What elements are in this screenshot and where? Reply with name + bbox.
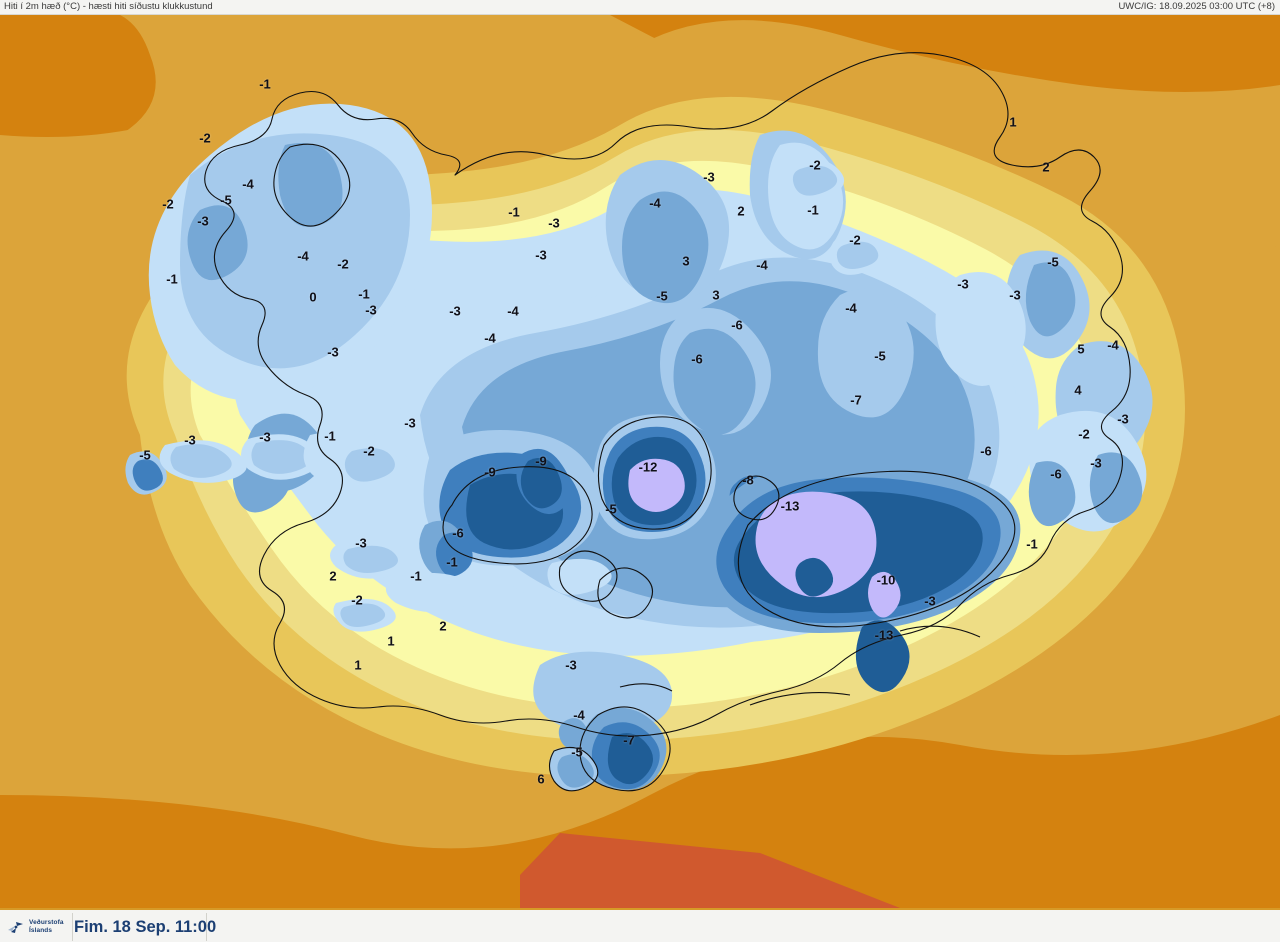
temperature-value-label: 5 xyxy=(1077,341,1085,357)
valid-time-label: Fim. 18 Sep. 11:00 xyxy=(74,918,217,936)
temperature-value-label: -4 xyxy=(573,707,585,723)
temperature-value-label: -2 xyxy=(162,196,174,212)
temperature-value-label: 1 xyxy=(387,633,395,649)
temperature-value-label: -3 xyxy=(535,247,547,263)
temperature-value-label: -3 xyxy=(184,432,196,448)
temperature-value-label: -4 xyxy=(649,195,661,211)
temperature-value-label: -2 xyxy=(351,592,363,608)
vedurstofa-logo[interactable]: Veðurstofa Íslands xyxy=(6,916,70,938)
temperature-value-label: -5 xyxy=(605,501,617,517)
weather-vane-icon xyxy=(6,919,26,935)
temperature-value-label: -1 xyxy=(358,286,370,302)
temperature-value-label: -1 xyxy=(508,204,520,220)
temperature-value-label: -10 xyxy=(876,572,896,588)
temperature-value-label: -7 xyxy=(850,392,862,408)
temperature-value-label: -4 xyxy=(297,248,309,264)
map-canvas xyxy=(0,15,1280,908)
temperature-value-label: -3 xyxy=(1009,287,1021,303)
temperature-value-label: -3 xyxy=(365,302,377,318)
temperature-value-label: -4 xyxy=(756,257,768,273)
temperature-value-label: -6 xyxy=(691,351,703,367)
temperature-value-label: -5 xyxy=(656,288,668,304)
temperature-value-label: -3 xyxy=(703,169,715,185)
temperature-value-label: -4 xyxy=(484,330,496,346)
temperature-value-label: -1 xyxy=(446,554,458,570)
temperature-value-label: -2 xyxy=(1078,426,1090,442)
temperature-value-label: -1 xyxy=(166,271,178,287)
temperature-value-label: -1 xyxy=(807,202,819,218)
temperature-value-label: -1 xyxy=(259,76,271,92)
temperature-value-label: 2 xyxy=(737,203,745,219)
temperature-value-label: -9 xyxy=(484,464,496,480)
temperature-value-label: 2 xyxy=(439,618,447,634)
temperature-value-label: -3 xyxy=(1117,411,1129,427)
temperature-value-label: -2 xyxy=(199,130,211,146)
temperature-value-label: -3 xyxy=(197,213,209,229)
temperature-value-label: -3 xyxy=(565,657,577,673)
temperature-value-label: -1 xyxy=(324,428,336,444)
temperature-value-label: 6 xyxy=(537,771,545,787)
temperature-value-label: -5 xyxy=(1047,254,1059,270)
temperature-value-label: -5 xyxy=(139,447,151,463)
page-title: Hiti í 2m hæð (°C) - hæsti hiti síðustu … xyxy=(4,1,213,12)
logo-line-2: Íslands xyxy=(29,927,53,934)
temperature-value-label: -12 xyxy=(638,459,658,475)
temperature-value-label: -3 xyxy=(957,276,969,292)
temperature-value-label: 2 xyxy=(329,568,337,584)
temperature-value-label: -3 xyxy=(548,215,560,231)
temperature-value-label: -3 xyxy=(404,415,416,431)
temperature-value-label: -2 xyxy=(337,256,349,272)
temperature-value-label: -3 xyxy=(924,593,936,609)
temperature-value-label: -4 xyxy=(1107,337,1119,353)
temperature-value-label: -13 xyxy=(874,627,894,643)
temperature-value-label: 0 xyxy=(309,289,317,305)
temperature-value-label: -6 xyxy=(980,443,992,459)
temperature-value-label: -13 xyxy=(780,498,800,514)
temperature-value-label: -2 xyxy=(809,157,821,173)
temperature-value-label: -3 xyxy=(327,344,339,360)
temperature-value-label: -4 xyxy=(507,303,519,319)
temperature-value-label: -7 xyxy=(623,732,635,748)
footer-bar: Veðurstofa Íslands Fim. 18 Sep. 11:00 -1… xyxy=(0,908,1280,942)
temperature-value-label: 1 xyxy=(1009,114,1017,130)
temperature-value-label: -8 xyxy=(742,472,754,488)
temperature-value-label: -2 xyxy=(849,232,861,248)
temperature-value-label: 1 xyxy=(354,657,362,673)
temperature-value-label: -3 xyxy=(1090,455,1102,471)
temperature-value-label: -9 xyxy=(535,453,547,469)
model-run-stamp: UWC/IG: 18.09.2025 03:00 UTC (+8) xyxy=(1118,1,1275,12)
temperature-value-label: -5 xyxy=(220,192,232,208)
temperature-value-label: -6 xyxy=(731,317,743,333)
temperature-value-label: 4 xyxy=(1074,382,1082,398)
temperature-value-label: -2 xyxy=(363,443,375,459)
temperature-value-label: -1 xyxy=(410,568,422,584)
temperature-value-label: 3 xyxy=(682,253,690,269)
temperature-value-label: -6 xyxy=(1050,466,1062,482)
footer-divider-2 xyxy=(206,913,207,941)
temperature-value-label: -6 xyxy=(452,525,464,541)
temperature-value-label: -1 xyxy=(1026,536,1038,552)
temperature-value-label: 3 xyxy=(712,287,720,303)
temperature-value-label: -5 xyxy=(571,744,583,760)
temperature-value-label: -3 xyxy=(355,535,367,551)
header-bar: Hiti í 2m hæð (°C) - hæsti hiti síðustu … xyxy=(0,0,1280,15)
logo-text: Veðurstofa Íslands xyxy=(29,919,64,935)
footer-divider-1 xyxy=(72,913,73,941)
logo-line-1: Veðurstofa xyxy=(29,918,64,926)
temperature-value-label: -3 xyxy=(449,303,461,319)
temperature-value-label: 2 xyxy=(1042,159,1050,175)
temperature-value-label: -4 xyxy=(845,300,857,316)
temperature-value-label: -5 xyxy=(874,348,886,364)
temperature-map[interactable]: -1 -2 -4 -2 -5 -3 -4 -2 -1 0 -1 -3 -3 -4 -3 -4 -1 -3 -3 -3 2… xyxy=(0,15,1280,908)
temperature-value-label: -3 xyxy=(259,429,271,445)
temperature-value-label: -4 xyxy=(242,176,254,192)
